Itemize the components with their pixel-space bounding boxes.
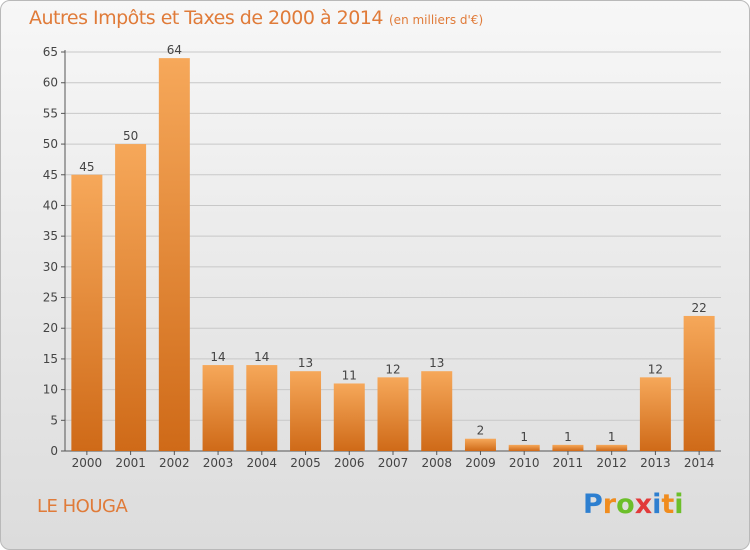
chart-title: Autres Impôts et Taxes de 2000 à 2014 (en…	[29, 7, 483, 29]
proxiti-logo: Proxiti	[583, 489, 684, 520]
x-tick-label: 2002	[159, 456, 190, 470]
x-tick-label: 2006	[334, 456, 365, 470]
bar	[202, 365, 234, 451]
y-tick-label: 35	[43, 229, 58, 243]
data-label: 14	[210, 350, 225, 364]
y-tick-label: 50	[43, 137, 58, 151]
x-tick-label: 2004	[247, 456, 278, 470]
y-tick-label: 45	[43, 168, 58, 182]
data-label: 45	[79, 160, 94, 174]
x-tick-label: 2014	[684, 456, 715, 470]
data-label: 12	[648, 362, 663, 376]
logo-letter: i	[674, 489, 684, 520]
bar	[333, 383, 365, 451]
bar	[552, 444, 584, 451]
data-label: 1	[564, 430, 572, 444]
data-label: 14	[254, 350, 269, 364]
y-tick-label: 5	[50, 413, 58, 427]
x-tick-label: 2003	[203, 456, 234, 470]
bar	[464, 438, 496, 451]
data-label: 13	[298, 356, 313, 370]
logo-letter: P	[583, 489, 603, 520]
bars	[71, 58, 715, 452]
data-label: 12	[385, 362, 400, 376]
data-label: 1	[608, 430, 616, 444]
y-tick-label: 20	[43, 321, 58, 335]
data-label: 1	[520, 430, 528, 444]
x-tick-label: 2011	[553, 456, 584, 470]
bar	[421, 371, 453, 451]
y-tick-label: 10	[43, 383, 58, 397]
logo-letter: o	[616, 489, 635, 520]
x-tick-label: 2000	[72, 456, 103, 470]
data-label: 11	[342, 368, 357, 382]
axes: 0 5 10 15 20 25 30 35 40 45 50 55 60 65 2000 2001 2002 20…	[43, 45, 721, 470]
x-tick-label: 2005	[290, 456, 321, 470]
bar	[246, 365, 278, 451]
data-label: 2	[477, 424, 485, 438]
data-label: 50	[123, 129, 138, 143]
y-tick-label: 30	[43, 260, 58, 274]
x-tick-label: 2007	[378, 456, 409, 470]
bar	[639, 377, 671, 451]
x-tick-label: 2012	[596, 456, 627, 470]
y-tick-label: 25	[43, 291, 58, 305]
y-tick-label: 60	[43, 76, 58, 90]
logo-letter: r	[602, 489, 617, 520]
commune-name: LE HOUGA	[37, 496, 128, 517]
x-tick-label: 2009	[465, 456, 496, 470]
logo-letter: t	[661, 489, 675, 520]
x-tick-label: 2001	[115, 456, 146, 470]
bar	[596, 444, 628, 451]
logo-letter: x	[634, 489, 653, 520]
y-tick-label: 15	[43, 352, 58, 366]
bar	[115, 144, 147, 452]
x-tick-label: 2010	[509, 456, 540, 470]
bar	[71, 174, 103, 451]
bar	[290, 371, 322, 451]
data-label: 64	[167, 43, 182, 57]
y-tick-label: 40	[43, 198, 58, 212]
y-tick-label: 55	[43, 106, 58, 120]
x-tick-label: 2008	[421, 456, 452, 470]
data-label: 22	[691, 301, 706, 315]
data-label: 13	[429, 356, 444, 370]
y-tick-label: 65	[43, 45, 58, 59]
x-tick-label: 2013	[640, 456, 671, 470]
logo-letter: i	[652, 489, 662, 520]
bar	[508, 444, 540, 451]
chart-subtitle: (en milliers d'€)	[389, 13, 484, 27]
bar	[158, 58, 190, 452]
bar	[683, 315, 715, 451]
chart-title-text: Autres Impôts et Taxes de 2000 à 2014	[29, 7, 384, 29]
bar	[377, 377, 409, 451]
y-tick-label: 0	[50, 444, 58, 458]
